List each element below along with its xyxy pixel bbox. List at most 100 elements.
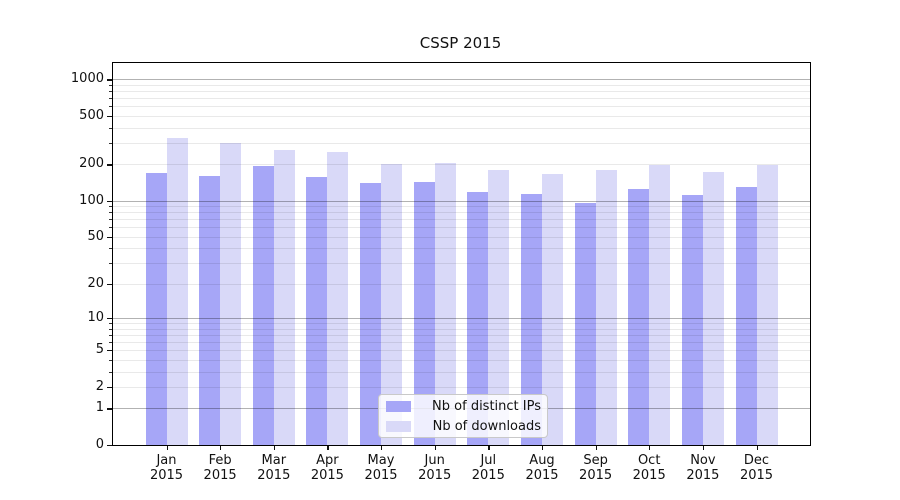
- bar-distinct-ips-feb: [199, 176, 221, 445]
- y-tick-label-500: 500: [79, 107, 104, 123]
- gridline-minor-80: [113, 212, 810, 214]
- gridline-major-10: [113, 318, 810, 320]
- x-tick-aug: [542, 446, 544, 450]
- x-tick-label-feb: Feb 2015: [203, 453, 237, 483]
- bar-downloads-nov: [702, 172, 724, 445]
- x-tick-label-jan: Jan 2015: [149, 453, 184, 483]
- y-minortick-300: [109, 142, 112, 144]
- x-tick-label-aug: Aug 2015: [525, 453, 559, 483]
- x-tick-oct: [649, 446, 651, 450]
- y-tick-label-1: 1: [95, 400, 104, 416]
- legend-item: Nb of downloads: [386, 419, 541, 434]
- bar-distinct-ips-jan: [145, 172, 167, 445]
- y-tick-label-0: 0: [95, 437, 104, 452]
- x-tick-jul: [488, 446, 490, 450]
- legend-label-downloads: Nb of downloads: [432, 418, 541, 434]
- gridline-minor-30: [113, 263, 810, 265]
- gridline-minor-50: [113, 236, 810, 238]
- y-tick-2: [107, 386, 112, 389]
- y-tick-label-50: 50: [87, 228, 104, 244]
- bar-distinct-ips-aug: [520, 193, 542, 445]
- y-minortick-700: [109, 98, 112, 100]
- x-tick-feb: [220, 446, 222, 450]
- x-tick-label-dec: Dec 2015: [739, 453, 774, 483]
- gridline-major-100: [113, 200, 810, 202]
- bar-downloads-apr: [327, 151, 349, 445]
- gridline-minor-800: [113, 91, 810, 93]
- x-tick-label-apr: Apr 2015: [310, 453, 344, 483]
- legend-item: Nb of distinct IPs: [386, 399, 541, 414]
- bar-distinct-ips-dec: [735, 186, 757, 445]
- legend-swatch-distinct-ips: [386, 400, 411, 412]
- bar-downloads-sep: [595, 169, 617, 445]
- bar-distinct-ips-may: [360, 183, 382, 445]
- gridline-minor-5: [113, 350, 810, 352]
- y-minortick-600: [109, 106, 112, 108]
- y-tick-100: [107, 200, 112, 202]
- gridline-minor-20: [113, 283, 810, 285]
- gridline-major-1000: [113, 79, 810, 81]
- y-tick-20: [107, 283, 112, 286]
- x-tick-label-jun: Jun 2015: [418, 453, 452, 483]
- y-tick-500: [107, 115, 112, 118]
- bar-distinct-ips-nov: [681, 194, 703, 445]
- bar-distinct-ips-apr: [306, 177, 328, 445]
- x-tick-sep: [595, 446, 597, 450]
- y-minortick-60: [109, 227, 112, 229]
- gridline-minor-500: [113, 115, 810, 117]
- gridline-minor-40: [113, 248, 810, 250]
- legend-label-distinct-ips: Nb of distinct IPs: [432, 398, 541, 414]
- y-minortick-80: [109, 212, 112, 214]
- x-tick-jan: [166, 446, 168, 450]
- x-tick-may: [381, 446, 383, 450]
- bar-distinct-ips-jul: [467, 192, 489, 445]
- y-tick-200: [107, 164, 112, 166]
- y-minortick-40: [109, 248, 112, 250]
- bar-distinct-ips-jun: [413, 181, 435, 445]
- bar-distinct-ips-sep: [574, 202, 596, 445]
- gridline-minor-6: [113, 342, 810, 343]
- y-tick-10: [107, 318, 112, 320]
- y-minortick-7: [109, 334, 112, 336]
- gridline-minor-400: [113, 127, 810, 129]
- bar-downloads-feb: [220, 142, 242, 445]
- gridline-minor-8: [113, 328, 810, 330]
- x-tick-label-sep: Sep 2015: [579, 453, 613, 483]
- y-tick-0: [107, 445, 112, 447]
- gridline-minor-3: [113, 371, 810, 373]
- y-minortick-8: [109, 328, 112, 330]
- gridline-minor-300: [113, 142, 810, 144]
- y-minortick-800: [109, 91, 112, 93]
- gridline-minor-7: [113, 334, 810, 336]
- y-minortick-30: [109, 263, 112, 265]
- x-tick-label-oct: Oct 2015: [632, 453, 666, 483]
- x-tick-label-nov: Nov 2015: [686, 453, 720, 483]
- x-tick-mar: [273, 446, 276, 450]
- y-minortick-4: [109, 359, 112, 361]
- grid-layer: [113, 63, 810, 445]
- y-tick-label-200: 200: [79, 156, 104, 172]
- y-minortick-400: [109, 127, 112, 129]
- gridline-minor-4: [113, 359, 810, 361]
- bar-downloads-oct: [649, 165, 671, 445]
- gridline-minor-2: [113, 386, 810, 388]
- chart-title: CSSP 2015: [419, 34, 502, 52]
- y-tick-1000: [107, 79, 112, 81]
- legend-swatch-downloads: [386, 420, 411, 432]
- gridline-minor-200: [113, 164, 810, 166]
- x-tick-label-mar: Mar 2015: [257, 453, 291, 483]
- gridline-minor-900: [113, 84, 810, 86]
- bar-downloads-mar: [273, 149, 295, 445]
- y-minortick-70: [109, 219, 112, 221]
- y-tick-label-10: 10: [87, 310, 104, 326]
- gridline-minor-60: [113, 227, 810, 229]
- bar-downloads-aug: [541, 173, 563, 445]
- y-tick-5: [107, 350, 112, 352]
- x-tick-label-jul: Jul 2015: [471, 453, 505, 483]
- bar-downloads-dec: [756, 165, 778, 445]
- plot-area: [112, 62, 811, 446]
- x-tick-dec: [756, 446, 758, 450]
- bar-distinct-ips-oct: [628, 189, 650, 445]
- y-minortick-900: [109, 84, 112, 86]
